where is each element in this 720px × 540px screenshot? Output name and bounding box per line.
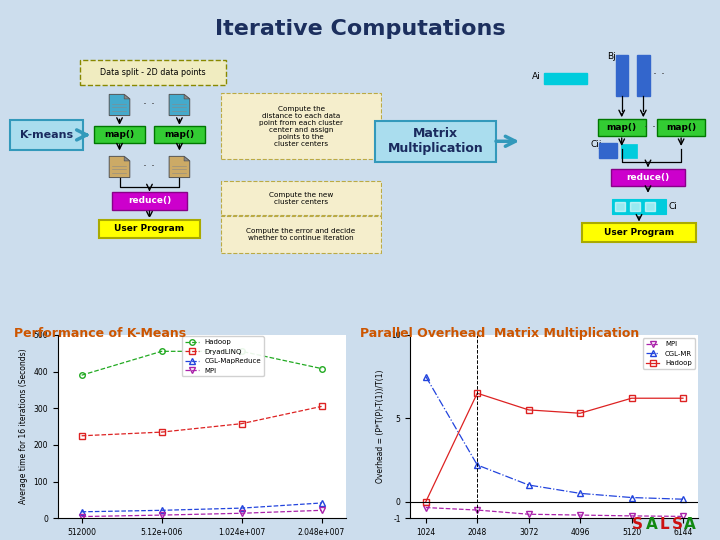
FancyBboxPatch shape bbox=[10, 120, 84, 150]
Text: map(): map() bbox=[164, 130, 194, 139]
Text: map(): map() bbox=[104, 130, 135, 139]
Bar bbox=[599, 143, 618, 158]
Polygon shape bbox=[169, 94, 189, 116]
FancyBboxPatch shape bbox=[582, 223, 696, 242]
Text: Compute the
distance to each data
point from each cluster
center and assign
poin: Compute the distance to each data point … bbox=[259, 106, 343, 147]
Text: · ·: · · bbox=[653, 68, 665, 81]
Text: Ai: Ai bbox=[532, 72, 541, 81]
Text: · ·: · · bbox=[644, 121, 656, 134]
FancyBboxPatch shape bbox=[221, 181, 381, 215]
Polygon shape bbox=[109, 94, 130, 116]
Text: Bj: Bj bbox=[608, 52, 616, 61]
Polygon shape bbox=[125, 157, 130, 161]
Legend: Hadoop, DryadLINQ, CGL-MapReduce, MPI: Hadoop, DryadLINQ, CGL-MapReduce, MPI bbox=[182, 336, 264, 376]
Text: map(): map() bbox=[607, 123, 636, 132]
Legend: MPI, CGL-MR, Hadoop: MPI, CGL-MR, Hadoop bbox=[643, 338, 695, 369]
Polygon shape bbox=[125, 94, 130, 99]
Bar bbox=[544, 73, 587, 84]
Text: S: S bbox=[632, 517, 643, 532]
FancyBboxPatch shape bbox=[99, 220, 199, 238]
FancyBboxPatch shape bbox=[375, 121, 496, 162]
Bar bbox=[615, 202, 625, 212]
Text: reduce(): reduce() bbox=[128, 197, 171, 205]
Text: Compute the error and decide
whether to continue iteration: Compute the error and decide whether to … bbox=[246, 227, 356, 241]
Y-axis label: Overhead = (P*T(P)-T(1))/T(1): Overhead = (P*T(P)-T(1))/T(1) bbox=[377, 370, 385, 483]
Text: map(): map() bbox=[666, 123, 696, 132]
Text: · ·: · · bbox=[143, 160, 156, 173]
Text: Data split - 2D data points: Data split - 2D data points bbox=[100, 68, 206, 77]
Text: Iterative Computations: Iterative Computations bbox=[215, 19, 505, 39]
Bar bbox=[645, 202, 655, 212]
Bar bbox=[616, 55, 628, 96]
Polygon shape bbox=[184, 94, 189, 99]
FancyBboxPatch shape bbox=[598, 119, 646, 137]
Text: A: A bbox=[684, 517, 696, 532]
Polygon shape bbox=[109, 157, 130, 178]
Polygon shape bbox=[169, 157, 189, 178]
Text: L: L bbox=[660, 517, 669, 532]
FancyBboxPatch shape bbox=[94, 125, 145, 143]
Y-axis label: Average time for 16 iterations (Seconds): Average time for 16 iterations (Seconds) bbox=[19, 349, 27, 504]
Text: A: A bbox=[646, 517, 657, 532]
Bar bbox=[621, 144, 637, 158]
Polygon shape bbox=[184, 157, 189, 161]
FancyBboxPatch shape bbox=[611, 169, 685, 186]
Text: Compute the new
cluster centers: Compute the new cluster centers bbox=[269, 192, 333, 205]
FancyBboxPatch shape bbox=[153, 125, 205, 143]
Text: Cij: Cij bbox=[590, 140, 601, 149]
FancyBboxPatch shape bbox=[221, 93, 381, 159]
FancyBboxPatch shape bbox=[112, 192, 186, 210]
Bar bbox=[630, 202, 640, 212]
Bar bbox=[637, 55, 650, 96]
FancyBboxPatch shape bbox=[221, 216, 381, 253]
Text: User Program: User Program bbox=[604, 228, 674, 237]
Text: S: S bbox=[672, 517, 683, 532]
Text: Ci: Ci bbox=[669, 202, 678, 211]
Text: Matrix
Multiplication: Matrix Multiplication bbox=[388, 127, 483, 156]
Text: User Program: User Program bbox=[114, 224, 184, 233]
Bar bbox=[612, 199, 666, 214]
FancyBboxPatch shape bbox=[657, 119, 706, 137]
Text: K-means: K-means bbox=[20, 130, 73, 140]
Text: · ·: · · bbox=[143, 98, 156, 111]
Text: Parallel Overhead  Matrix Multiplication: Parallel Overhead Matrix Multiplication bbox=[360, 327, 639, 340]
FancyBboxPatch shape bbox=[80, 59, 226, 85]
Text: Performance of K-Means: Performance of K-Means bbox=[14, 327, 186, 340]
Text: reduce(): reduce() bbox=[626, 173, 670, 182]
